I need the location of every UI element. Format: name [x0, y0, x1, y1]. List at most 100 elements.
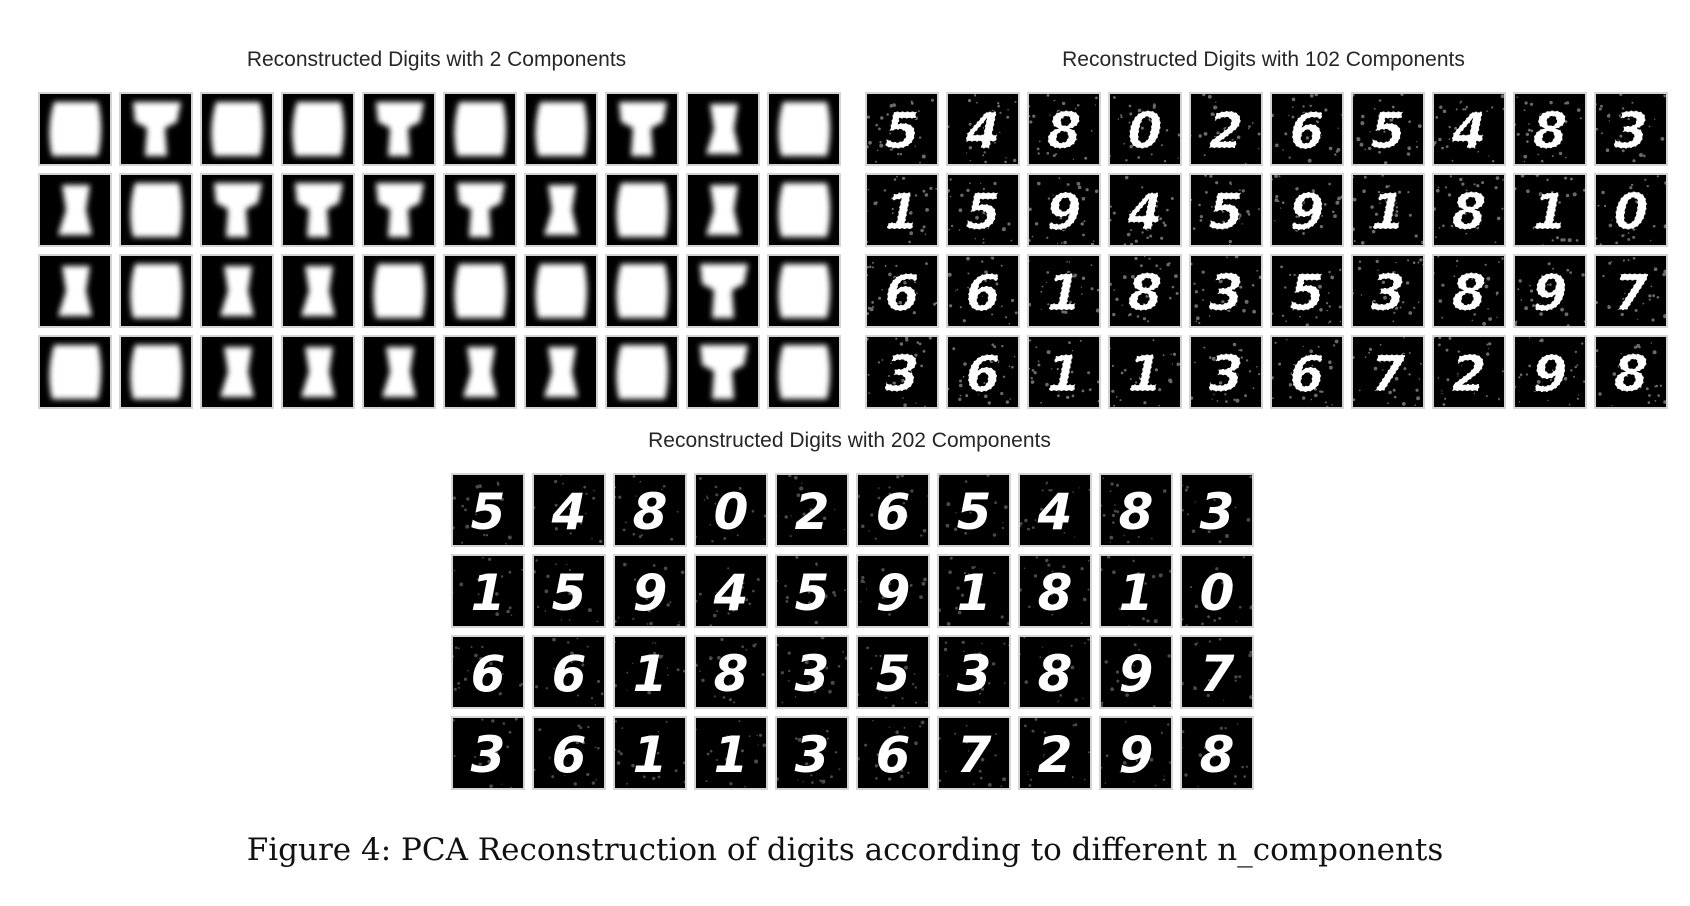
digit-image-graphic: 5 — [453, 475, 523, 545]
digit-glyph: 6 — [876, 483, 911, 541]
digit-glyph: 6 — [966, 345, 1001, 403]
digit-image-graphic: 3 — [1191, 337, 1261, 407]
digit-image — [200, 335, 274, 409]
digit-glyph: 5 — [966, 183, 1001, 241]
digit-glyph: 1 — [885, 183, 920, 241]
digit-image-graphic: 1 — [1101, 556, 1171, 626]
digit-glyph: 9 — [633, 564, 668, 622]
digit-image: 5 — [937, 473, 1011, 547]
digit-image-graphic: 6 — [1272, 337, 1342, 407]
digit-image-graphic: 4 — [534, 475, 604, 545]
digit-glyph: 8 — [1038, 564, 1073, 622]
digit-image-graphic: 6 — [858, 475, 928, 545]
digit-image-graphic: 8 — [1182, 718, 1252, 788]
panel-202-components: Reconstructed Digits with 202 Components… — [451, 425, 1254, 795]
digit-image — [281, 173, 355, 247]
digit-image — [686, 173, 760, 247]
digit-image-graphic: 5 — [1353, 94, 1423, 164]
digit-image-graphic: 8 — [1020, 637, 1090, 707]
digit-glyph: 8 — [1452, 264, 1487, 322]
digit-image: 3 — [1594, 92, 1668, 166]
digit-image-graphic — [40, 175, 110, 245]
digit-image — [38, 335, 112, 409]
digit-image: 4 — [532, 473, 606, 547]
digit-image: 1 — [1513, 173, 1587, 247]
digit-image: 9 — [1513, 335, 1587, 409]
digit-image-graphic — [364, 94, 434, 164]
digit-image: 3 — [1189, 335, 1263, 409]
digit-glyph: 1 — [1047, 264, 1082, 322]
digit-image: 2 — [1432, 335, 1506, 409]
digit-image — [38, 254, 112, 328]
digit-image-graphic: 4 — [1020, 475, 1090, 545]
digit-glyph: 4 — [713, 564, 749, 622]
digit-glyph: 4 — [551, 483, 587, 541]
digit-glyph: 8 — [1128, 264, 1163, 322]
digit-image: 3 — [937, 635, 1011, 709]
digit-image: 6 — [1270, 335, 1344, 409]
digit-glyph: 9 — [876, 564, 911, 622]
digit-glyph: 9 — [1047, 183, 1082, 241]
digit-image-graphic: 0 — [1182, 556, 1252, 626]
digit-image: 1 — [451, 554, 525, 628]
digit-image-graphic — [283, 337, 353, 407]
digit-image-graphic: 7 — [1596, 256, 1666, 326]
digit-image — [767, 254, 841, 328]
digit-image — [200, 173, 274, 247]
digit-image-graphic: 1 — [1515, 175, 1585, 245]
digit-glyph: 5 — [1290, 264, 1325, 322]
digit-image: 8 — [1099, 473, 1173, 547]
digit-glyph: 9 — [1290, 183, 1325, 241]
digit-glyph: 3 — [885, 345, 920, 403]
digit-image: 7 — [1180, 635, 1254, 709]
digit-image — [524, 173, 598, 247]
digit-glyph: 7 — [957, 726, 992, 784]
digit-image-graphic: 5 — [939, 475, 1009, 545]
digit-glyph: 5 — [876, 645, 911, 703]
digit-image-graphic: 5 — [1191, 175, 1261, 245]
digit-image-graphic — [526, 256, 596, 326]
digit-image — [281, 92, 355, 166]
digit-image-graphic — [607, 337, 677, 407]
digit-glyph: 3 — [1371, 264, 1406, 322]
digit-glyph: 5 — [885, 102, 920, 160]
digit-glyph: 6 — [966, 264, 1001, 322]
digit-glyph: 5 — [471, 483, 506, 541]
digit-image: 4 — [1018, 473, 1092, 547]
digit-image: 7 — [1351, 335, 1425, 409]
digit-image: 5 — [775, 554, 849, 628]
digit-glyph: 4 — [1037, 483, 1073, 541]
digit-image — [38, 92, 112, 166]
digit-image: 8 — [1018, 635, 1092, 709]
digit-image-graphic: 6 — [858, 718, 928, 788]
digit-image: 6 — [946, 254, 1020, 328]
digit-image: 4 — [1432, 92, 1506, 166]
digit-glyph: 1 — [633, 645, 668, 703]
digit-image: 1 — [1099, 554, 1173, 628]
digit-image-graphic: 9 — [858, 556, 928, 626]
digit-image-graphic: 1 — [939, 556, 1009, 626]
digit-glyph: 8 — [1533, 102, 1568, 160]
digit-image — [38, 173, 112, 247]
digit-image-graphic: 2 — [777, 475, 847, 545]
digit-image: 1 — [613, 635, 687, 709]
digit-glyph: 4 — [965, 102, 1001, 160]
digit-image-graphic — [283, 175, 353, 245]
digit-image — [362, 173, 436, 247]
digit-image-graphic: 2 — [1434, 337, 1504, 407]
digit-image-graphic — [202, 175, 272, 245]
digit-image-graphic: 0 — [1110, 94, 1180, 164]
digit-image: 1 — [1351, 173, 1425, 247]
digit-image-graphic: 1 — [615, 718, 685, 788]
digit-glyph: 1 — [1371, 183, 1406, 241]
digit-glyph: 3 — [957, 645, 992, 703]
digit-image-graphic: 3 — [777, 637, 847, 707]
digit-image — [281, 335, 355, 409]
digit-image: 6 — [946, 335, 1020, 409]
digit-image — [524, 254, 598, 328]
digit-image — [443, 173, 517, 247]
digit-image-graphic — [769, 94, 839, 164]
digit-image-graphic — [121, 256, 191, 326]
digit-image-graphic: 8 — [1434, 175, 1504, 245]
digit-image: 8 — [1432, 254, 1506, 328]
